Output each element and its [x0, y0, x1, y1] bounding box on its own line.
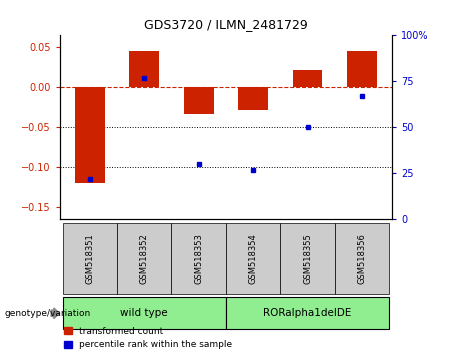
Text: GSM518353: GSM518353	[194, 233, 203, 284]
Bar	[347, 51, 377, 87]
Bar	[293, 70, 323, 87]
Text: wild type: wild type	[120, 308, 168, 318]
Text: GSM518355: GSM518355	[303, 233, 312, 284]
Bar	[184, 87, 213, 114]
Bar	[129, 51, 159, 87]
Legend: transformed count, percentile rank within the sample: transformed count, percentile rank withi…	[65, 327, 232, 349]
Text: GSM518351: GSM518351	[85, 233, 95, 284]
Text: GSM518356: GSM518356	[357, 233, 366, 284]
Text: genotype/variation: genotype/variation	[5, 309, 91, 318]
Text: GSM518352: GSM518352	[140, 233, 149, 284]
Title: GDS3720 / ILMN_2481729: GDS3720 / ILMN_2481729	[144, 18, 308, 32]
Bar	[238, 87, 268, 110]
Text: GSM518354: GSM518354	[248, 233, 258, 284]
Text: RORalpha1delDE: RORalpha1delDE	[263, 308, 352, 318]
Bar	[75, 87, 105, 183]
